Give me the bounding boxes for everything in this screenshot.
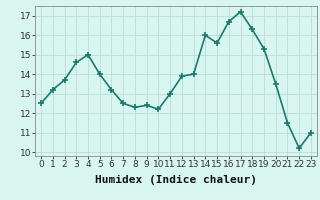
X-axis label: Humidex (Indice chaleur): Humidex (Indice chaleur) — [95, 175, 257, 185]
